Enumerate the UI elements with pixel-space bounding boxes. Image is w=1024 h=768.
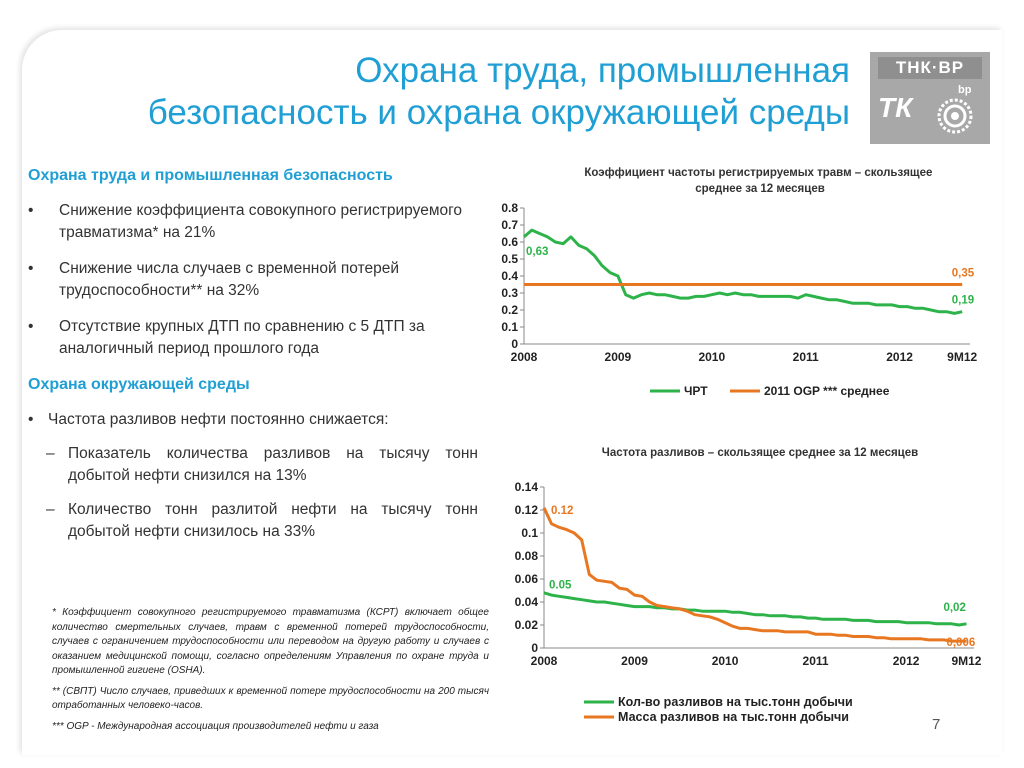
tnk-bp-logo: ТНК·ВР ТК bp	[870, 52, 990, 144]
chart-series	[542, 507, 967, 643]
x-tick-label: 2011	[803, 654, 829, 668]
legend-label: ЧРТ	[684, 384, 708, 398]
x-tick-label: 2010	[698, 350, 725, 364]
y-tick-label: 0.1	[501, 320, 518, 334]
bullet-marker: •	[28, 411, 34, 428]
bullet-item: • Отсутствие крупных ДТП по сравнению с 5…	[28, 316, 478, 360]
chart-annotations: 0,63 0,35 0,19	[526, 246, 975, 307]
bullet-text: Снижение коэффициента совокупного регист…	[59, 202, 463, 241]
legend-label: Масса разливов на тыс.тонн добычи	[618, 710, 849, 724]
slide-title: Охрана труда, промышленная безопасность …	[40, 50, 850, 134]
y-tick-label: 0.4	[501, 269, 518, 283]
title-line-1: Охрана труда, промышленная	[355, 51, 850, 90]
data-label: 0.05	[549, 580, 572, 592]
sub-bullet-text: Количество тонн разлитой нефти на тысячу…	[68, 501, 478, 540]
footnotes: * Коэффициент совокупного регистрируемог…	[52, 606, 489, 740]
bullet-marker: •	[28, 260, 34, 277]
legend-label: 2011 OGP *** среднее	[764, 384, 890, 398]
bullet-text: Отсутствие крупных ДТП по сравнению с 5 …	[59, 318, 425, 357]
injury-frequency-chart: Коэффициент частоты регистрируемых травм…	[501, 167, 977, 398]
y-tick-label: 0.06	[515, 572, 539, 586]
chart-annotations: 0.12 0.05 0,02 0,006	[549, 505, 975, 649]
logo-tnk-bp-text: ТНК·ВР	[878, 57, 982, 79]
bullet-marker: •	[28, 318, 34, 335]
data-label: 0,35	[952, 268, 975, 280]
bullet-text: Снижение числа случаев с временной потер…	[59, 260, 400, 299]
footnote: * Коэффициент совокупного регистрируемог…	[52, 607, 489, 676]
data-label: 0,006	[946, 637, 975, 649]
chart-title: Коэффициент частоты регистрируемых травм…	[584, 167, 935, 195]
x-tick-label: 9M12	[951, 654, 981, 668]
x-tick-label: 2010	[712, 654, 739, 668]
y-tick-label: 0.7	[501, 218, 518, 232]
sub-bullet-item: – Показатель количества разливов на тысяч…	[28, 443, 478, 487]
x-tick-label: 2008	[531, 654, 558, 668]
y-tick-label: 0.8	[501, 201, 518, 215]
bullet-item: • Снижение числа случаев с временной поте…	[28, 258, 478, 302]
y-tick-label: 0.14	[515, 480, 539, 494]
left-text-column: Охрана труда и промышленная безопасность…	[28, 165, 478, 543]
sub-bullet-item: – Количество тонн разлитой нефти на тысяч…	[28, 499, 478, 543]
y-tick-label: 0.12	[515, 503, 539, 517]
x-tick-label: 2009	[621, 654, 648, 668]
page-number: 7	[932, 716, 941, 733]
spill-frequency-chart: Частота разливов – скользящее среднее за…	[515, 447, 982, 724]
data-label: 0.12	[551, 505, 573, 517]
title-line-2: безопасность и охрана окружающей среды	[147, 93, 850, 132]
y-tick-label: 0.2	[501, 303, 518, 317]
legend-label: Кол-во разливов на тыс.тонн добычи	[618, 695, 853, 709]
y-tick-label: 0.08	[515, 549, 539, 563]
x-tick-label: 2009	[605, 350, 632, 364]
x-tick-label: 9M12	[947, 350, 977, 364]
y-tick-label: 0	[531, 641, 538, 655]
y-tick-label: 0.04	[515, 595, 539, 609]
logo-bp-text: bp	[958, 84, 972, 96]
series-line-1	[523, 228, 963, 315]
bullet-marker: •	[28, 202, 34, 219]
y-tick-label: 0.6	[501, 235, 518, 249]
y-tick-label: 0.02	[515, 618, 539, 632]
bullet-item: • Частота разливов нефти постоянно снижае…	[28, 409, 478, 431]
series-line-2	[542, 507, 967, 643]
section-heading-environment: Охрана окружающей среды	[28, 376, 250, 393]
y-tick-label: 0.1	[521, 526, 538, 540]
dash-marker: –	[46, 445, 55, 462]
chart-title-line-1: Коэффициент частоты регистрируемых травм…	[584, 167, 932, 179]
bp-helios-icon	[937, 98, 973, 134]
x-tick-label: 2011	[793, 350, 819, 364]
bullet-item: • Снижение коэффициента совокупного регис…	[28, 200, 478, 244]
chart-series	[523, 228, 963, 315]
x-tick-label: 2012	[893, 654, 920, 668]
x-tick-label: 2012	[886, 350, 913, 364]
data-label: 0,63	[526, 246, 548, 258]
y-tick-label: 0	[511, 337, 518, 351]
footnote: ** (СВПТ) Число случаев, приведших к вре…	[52, 685, 489, 712]
section-heading-safety: Охрана труда и промышленная безопасность	[28, 167, 393, 184]
y-tick-label: 0.5	[501, 252, 518, 266]
y-tick-label: 0.3	[501, 286, 518, 300]
data-label: 0,02	[943, 602, 965, 614]
footnote: *** OGP - Международная ассоциация произ…	[52, 720, 379, 732]
data-label: 0,19	[952, 295, 974, 307]
x-tick-label: 2008	[511, 350, 538, 364]
chart-axes: 0 0.1 0.2 0.3 0.4 0.5 0.6 0.7 0.8 2008 2009 2010 201…	[501, 201, 977, 364]
logo-tk-mark: ТК	[878, 92, 913, 123]
chart-title-line-2: среднее за 12 месяцев	[695, 183, 825, 195]
sub-bullet-text: Показатель количества разливов на тысячу…	[68, 445, 478, 484]
chart-axes: 0 0.02 0.04 0.06 0.08 0.1 0.12 0.14 2008 2009 2010…	[515, 480, 982, 668]
bullet-text: Частота разливов нефти постоянно снижает…	[48, 411, 389, 428]
series-line-1	[543, 591, 967, 627]
chart-title: Частота разливов – скользящее среднее за…	[602, 447, 918, 459]
chart-legend: Кол-во разливов на тыс.тонн добычиМасса …	[584, 695, 853, 724]
dash-marker: –	[46, 501, 55, 518]
chart-legend: ЧРТ 2011 OGP *** среднее	[650, 384, 890, 398]
